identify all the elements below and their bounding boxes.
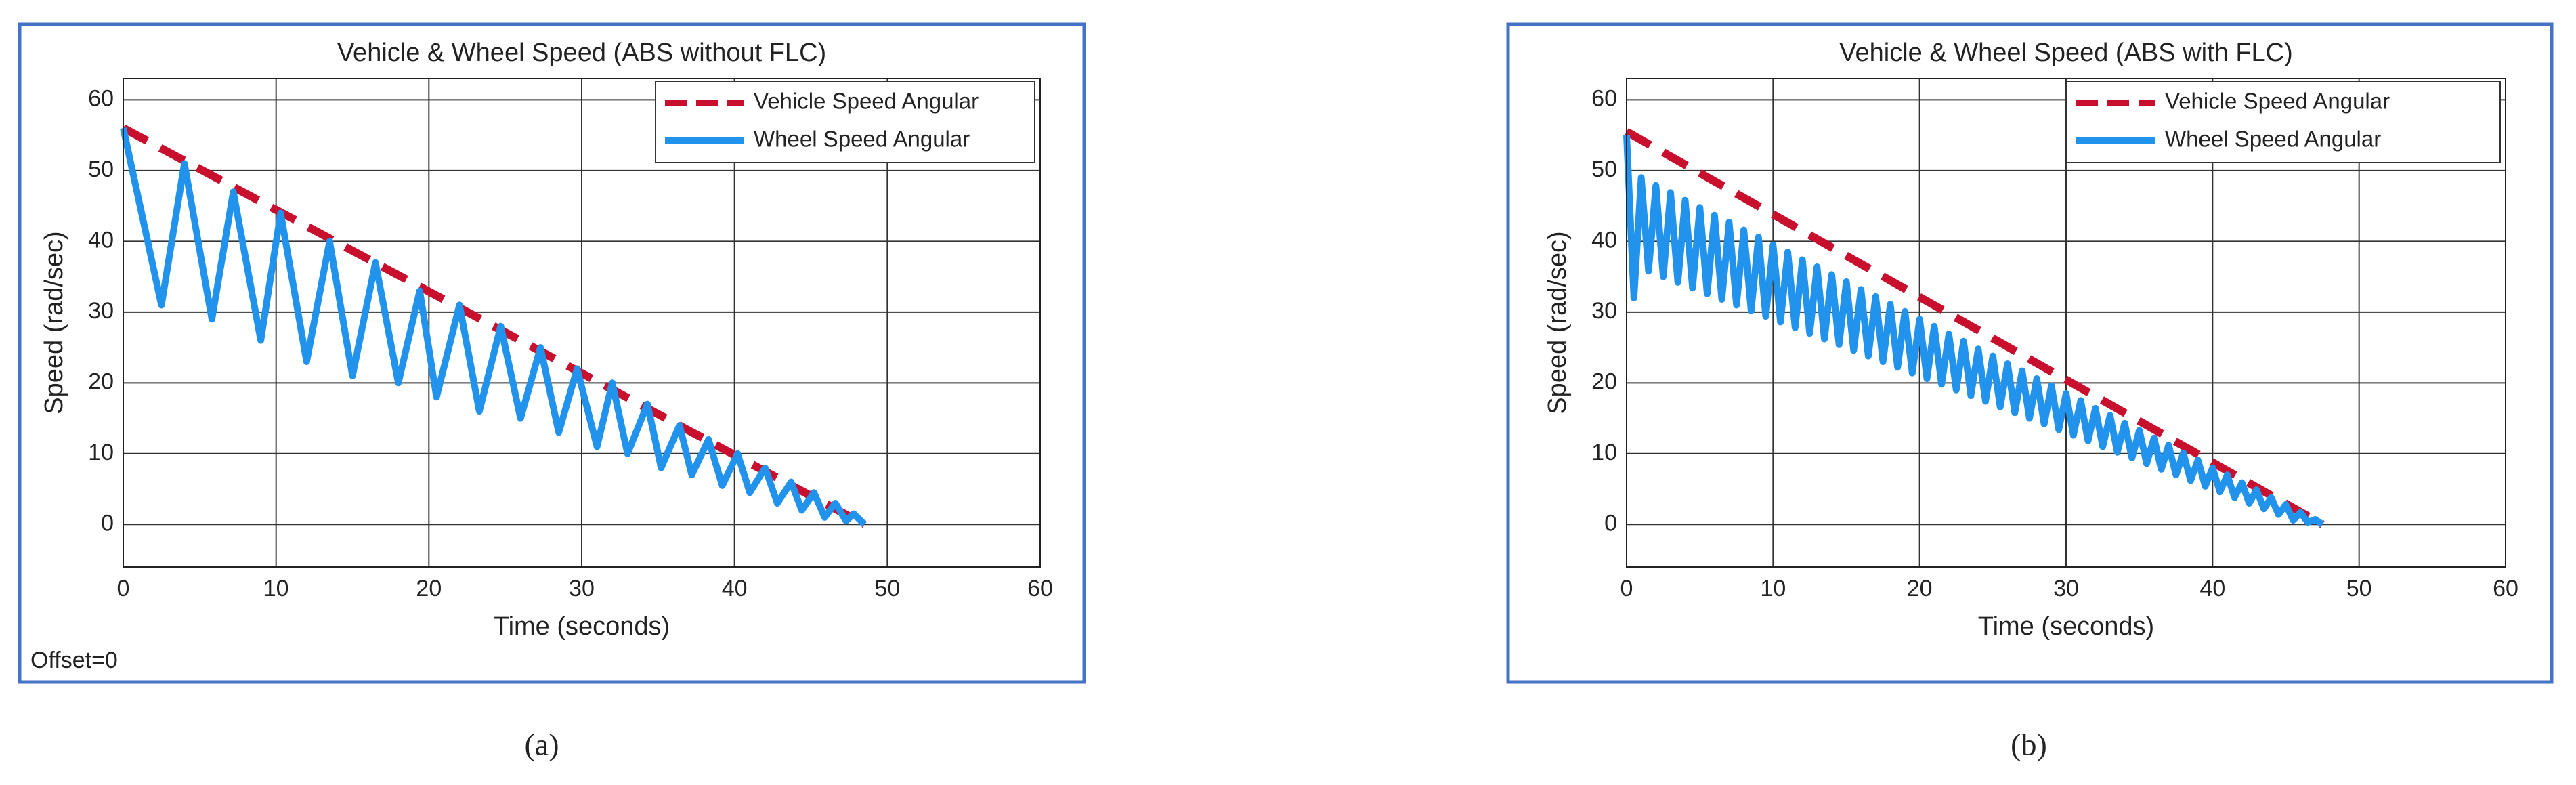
y-tick-label: 0 xyxy=(101,510,114,536)
y-tick-label: 10 xyxy=(1591,440,1617,465)
x-tick-label: 40 xyxy=(722,576,748,601)
legend-label: Vehicle Speed Angular xyxy=(754,89,979,114)
x-axis-label: Time (seconds) xyxy=(1978,612,2154,641)
x-tick-label: 20 xyxy=(416,576,442,601)
y-tick-label: 20 xyxy=(1591,368,1617,394)
y-tick-label: 50 xyxy=(88,156,114,182)
y-tick-label: 10 xyxy=(88,440,114,465)
panel-frame xyxy=(1506,22,2554,684)
legend-label: Wheel Speed Angular xyxy=(2165,127,2381,152)
legend-box xyxy=(655,81,1035,163)
x-tick-label: 60 xyxy=(1027,576,1053,601)
chart-panel: 0 10 20 30 40 50 60 0 10 20 30 40 50 60 Vehicle & Whee… xyxy=(18,22,1086,762)
y-tick-label: 50 xyxy=(1591,156,1617,182)
y-axis-label: Speed (rad/sec) xyxy=(40,231,68,414)
x-tick-label: 20 xyxy=(1907,576,1933,601)
y-tick-label: 40 xyxy=(88,227,114,253)
x-tick-label: 40 xyxy=(2199,576,2225,601)
x-tick-label: 10 xyxy=(1760,576,1786,601)
x-tick-label: 0 xyxy=(117,576,130,601)
chart-title: Vehicle & Wheel Speed (ABS with FLC) xyxy=(1839,39,2293,67)
legend-label: Vehicle Speed Angular xyxy=(2165,89,2390,114)
y-tick-label: 60 xyxy=(1591,85,1617,111)
y-axis-label: Speed (rad/sec) xyxy=(1543,231,1572,414)
x-axis-label: Time (seconds) xyxy=(494,612,670,641)
x-tick-label: 0 xyxy=(1620,576,1633,601)
panel-frame xyxy=(18,22,1086,684)
x-tick-label: 30 xyxy=(2053,576,2079,601)
legend-box xyxy=(2066,81,2501,163)
x-tick-label: 50 xyxy=(2346,576,2372,601)
y-tick-label: 30 xyxy=(88,298,114,324)
y-tick-label: 40 xyxy=(1591,227,1617,253)
y-tick-label: 60 xyxy=(88,85,114,111)
y-tick-label: 20 xyxy=(88,368,114,394)
y-tick-label: 0 xyxy=(1604,510,1617,536)
series-line xyxy=(1625,128,2325,528)
x-tick-label: 60 xyxy=(2493,576,2518,601)
series-line xyxy=(1623,135,2325,528)
series-line xyxy=(121,124,867,528)
panel-label: (a) xyxy=(524,727,559,762)
x-tick-label: 30 xyxy=(569,576,595,601)
plot-border xyxy=(1626,78,2506,568)
panel-label: (b) xyxy=(2011,727,2047,762)
chart-title: Vehicle & Wheel Speed (ABS without FLC) xyxy=(337,39,826,67)
plot-border xyxy=(123,78,1041,568)
series-line xyxy=(120,127,867,527)
x-tick-label: 50 xyxy=(874,576,900,601)
x-tick-label: 10 xyxy=(263,576,289,601)
y-tick-label: 30 xyxy=(1591,298,1617,324)
chart-panel: 0 10 20 30 40 50 60 0 10 20 30 40 50 60 Vehicle & Whee… xyxy=(1506,22,2554,762)
annotation: Offset=0 xyxy=(30,648,118,673)
legend-label: Wheel Speed Angular xyxy=(754,127,970,152)
